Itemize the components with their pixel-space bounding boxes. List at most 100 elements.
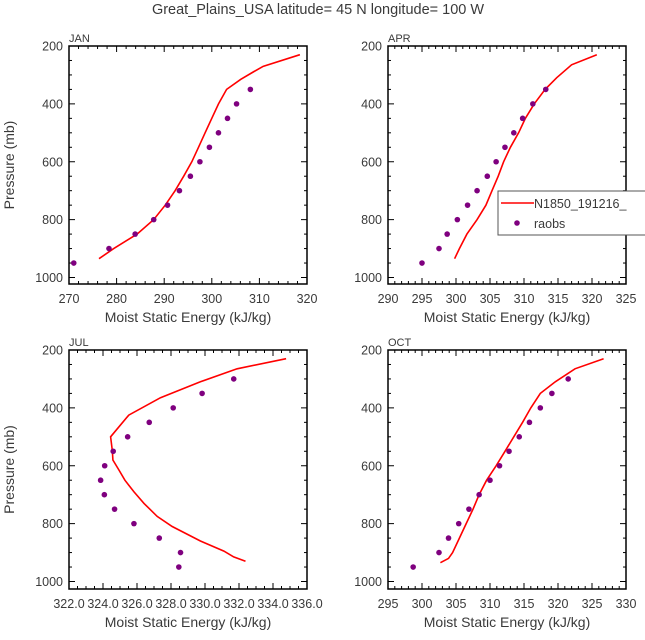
x-tick-label: 322.0: [53, 597, 84, 611]
panel-jul: 200 400 600 800 1000 322.0 324.0 326.0 328.0 330.…: [1, 337, 323, 630]
y-tick-label: 1000: [35, 271, 63, 285]
y-tick-label: 400: [42, 97, 63, 111]
y-tick-label: 200: [42, 40, 63, 54]
plot-frame: [387, 349, 627, 590]
y-tick-label: 400: [361, 401, 382, 415]
y-tick-label: 1000: [35, 575, 63, 589]
raobs-point: [493, 158, 499, 165]
raobs-point: [502, 144, 508, 151]
y-tick-label: 800: [361, 517, 382, 531]
x-tick-label: 336.0: [291, 597, 322, 611]
month-label: APR: [388, 33, 411, 45]
raobs-point: [97, 477, 104, 484]
raobs-point: [436, 549, 442, 556]
panel-oct: 200 400 600 800 1000 295 300 305 310 315 320 325 330…: [354, 337, 636, 630]
raobs-point: [164, 202, 171, 208]
y-tick-label: 400: [42, 401, 63, 415]
raobs-point: [511, 130, 517, 136]
x-tick-label: 325: [582, 597, 603, 611]
figure-title: Great_Plains_USA latitude= 45 N longitud…: [152, 2, 484, 18]
raobs-point: [70, 260, 77, 266]
x-tick-label: 280: [106, 292, 127, 306]
x-tick-label: 326.0: [121, 597, 152, 611]
month-label: OCT: [388, 337, 412, 349]
raobs-point: [436, 245, 442, 252]
legend-model-label: N1850_191216_: [534, 197, 627, 211]
raobs-point: [542, 86, 549, 93]
model-series-line: [453, 53, 598, 260]
raobs-point: [110, 448, 116, 455]
x-tick-label: 310: [514, 292, 535, 306]
raobs-point: [445, 535, 452, 541]
y-axis-title: Pressure (mb): [1, 425, 17, 514]
x-tick-label: 315: [548, 292, 569, 306]
panel-apr: 200 400 600 800 1000 290 295 300 305 310 315 320 325…: [354, 33, 645, 325]
x-tick-label: 290: [154, 292, 175, 306]
x-axis-title: Moist Static Energy (kJ/kg): [105, 309, 272, 325]
raobs-point: [549, 390, 555, 397]
y-tick-label: 200: [42, 344, 63, 358]
x-tick-label: 320: [297, 292, 318, 306]
x-tick-label: 290: [378, 292, 399, 306]
raobs-point: [177, 549, 184, 556]
raobs-point: [101, 491, 108, 498]
x-tick-label: 310: [480, 597, 501, 611]
month-label: JAN: [69, 33, 90, 45]
y-tick-label: 600: [42, 155, 63, 169]
y-axis-title: Pressure (mb): [1, 121, 17, 210]
raobs-point: [101, 462, 108, 469]
y-tick-label: 800: [361, 213, 382, 227]
x-tick-label: 328.0: [155, 597, 186, 611]
raobs-point: [176, 564, 182, 570]
y-tick-label: 200: [361, 40, 382, 54]
x-tick-label: 320: [582, 292, 603, 306]
x-tick-label: 324.0: [87, 597, 118, 611]
raobs-point: [150, 216, 157, 223]
y-tick-label: 1000: [354, 271, 382, 285]
plot-frame: [387, 45, 627, 285]
x-axis-title: Moist Static Energy (kJ/kg): [105, 614, 272, 630]
raobs-point: [444, 231, 450, 237]
y-tick-label: 600: [361, 155, 382, 169]
month-label: JUL: [69, 337, 89, 349]
y-tick-label: 1000: [354, 575, 382, 589]
x-tick-label: 300: [412, 597, 433, 611]
raobs-point: [233, 101, 240, 107]
y-tick-label: 400: [361, 97, 382, 111]
raobs-point: [176, 187, 183, 194]
raobs-point: [487, 477, 493, 484]
panel-jan: 200 400 600 800 1000 270 280 290 300 310 320 Moist …: [1, 33, 317, 325]
raobs-point: [215, 130, 222, 136]
raobs-point: [197, 158, 203, 165]
raobs-point: [526, 419, 533, 426]
x-tick-label: 325: [616, 292, 637, 306]
y-tick-label: 600: [42, 459, 63, 473]
raobs-point: [170, 405, 177, 411]
x-tick-label: 305: [446, 597, 467, 611]
model-series-line: [98, 53, 301, 260]
y-tick-label: 800: [42, 213, 63, 227]
y-tick-label: 200: [361, 344, 382, 358]
y-tick-label: 600: [361, 459, 382, 473]
raobs-point: [131, 520, 137, 527]
raobs-point: [247, 86, 254, 93]
raobs-point: [156, 535, 163, 541]
raobs-point: [454, 216, 461, 223]
raobs-point: [474, 187, 480, 194]
x-tick-label: 305: [480, 292, 501, 306]
raobs-point: [484, 173, 491, 180]
x-tick-label: 320: [548, 597, 569, 611]
x-tick-label: 330: [616, 597, 637, 611]
raobs-point: [506, 448, 512, 455]
x-tick-label: 270: [59, 292, 80, 306]
model-series-line: [109, 357, 287, 562]
raobs-point: [124, 434, 131, 440]
raobs-point: [199, 390, 205, 397]
x-tick-label: 295: [378, 597, 399, 611]
raobs-point: [464, 202, 471, 208]
x-tick-label: 332.0: [223, 597, 254, 611]
raobs-point: [224, 115, 231, 122]
x-tick-label: 300: [446, 292, 467, 306]
raobs-point: [111, 506, 118, 512]
raobs-point: [466, 506, 472, 512]
